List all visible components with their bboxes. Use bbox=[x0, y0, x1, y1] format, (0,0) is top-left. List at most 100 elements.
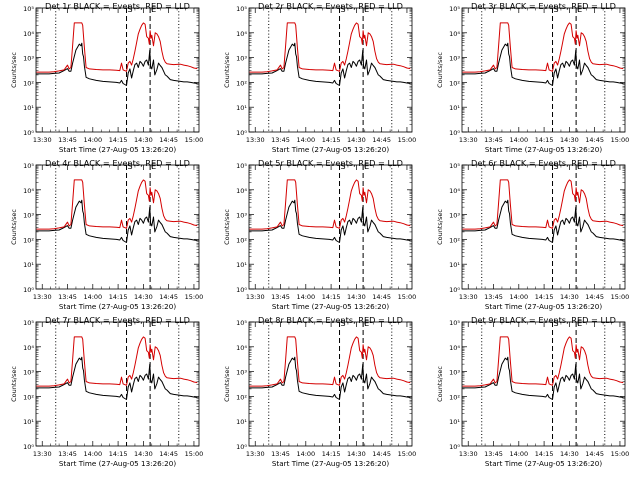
y-axis-label: Counts/sec bbox=[223, 209, 231, 245]
detector-panel: Det 1r BLACK = Events, RED = LLD Counts/s… bbox=[10, 1, 203, 154]
x-tick-label: 13:30 bbox=[33, 450, 52, 458]
y-axis-label: Counts/sec bbox=[10, 52, 18, 88]
x-tick-label: 14:45 bbox=[159, 293, 178, 301]
lld-series-line bbox=[36, 22, 198, 73]
x-tick-label: 13:45 bbox=[271, 136, 290, 144]
y-tick-label: 10⁴ bbox=[449, 187, 460, 195]
y-tick-label: 10⁵ bbox=[23, 319, 34, 327]
x-tick-label: 14:30 bbox=[560, 450, 579, 458]
y-tick-label: 10² bbox=[236, 79, 247, 87]
events-series-line bbox=[249, 42, 411, 86]
y-tick-label: 10¹ bbox=[23, 261, 34, 269]
x-tick-label: 14:30 bbox=[134, 450, 153, 458]
x-tick-label: 14:00 bbox=[509, 293, 528, 301]
lld-series-line bbox=[249, 179, 411, 230]
x-tick-label: 14:00 bbox=[509, 136, 528, 144]
y-tick-label: 10² bbox=[23, 236, 34, 244]
x-tick-label: 13:45 bbox=[271, 450, 290, 458]
y-axis-label: Counts/sec bbox=[436, 366, 444, 402]
y-tick-label: 10⁴ bbox=[449, 344, 460, 352]
plot-frame bbox=[461, 7, 626, 133]
y-tick-label: 10⁴ bbox=[23, 344, 34, 352]
panel-title: Det 3r BLACK = Events, RED = LLD bbox=[471, 1, 616, 11]
x-tick-label: 14:00 bbox=[83, 450, 102, 458]
x-tick-label: 15:00 bbox=[398, 450, 417, 458]
panel-title: Det 6r BLACK = Events, RED = LLD bbox=[471, 158, 616, 168]
events-series-line bbox=[36, 356, 198, 400]
x-tick-label: 14:15 bbox=[109, 293, 128, 301]
x-tick-label: 13:30 bbox=[246, 450, 265, 458]
x-tick-label: 14:00 bbox=[296, 450, 315, 458]
x-tick-label: 13:30 bbox=[459, 136, 478, 144]
y-tick-label: 10¹ bbox=[236, 261, 247, 269]
time-marker-label: S bbox=[341, 319, 346, 328]
x-tick-label: 14:00 bbox=[296, 293, 315, 301]
x-tick-label: 14:45 bbox=[372, 293, 391, 301]
y-tick-label: 10⁰ bbox=[23, 286, 34, 294]
panel-title: Det 4r BLACK = Events, RED = LLD bbox=[45, 158, 190, 168]
events-series-line bbox=[36, 199, 198, 243]
x-tick-label: 14:45 bbox=[372, 136, 391, 144]
x-tick-label: 13:30 bbox=[246, 293, 265, 301]
y-tick-label: 10⁰ bbox=[449, 286, 460, 294]
x-tick-label: 13:45 bbox=[58, 136, 77, 144]
x-tick-label: 14:15 bbox=[322, 293, 341, 301]
y-tick-label: 10⁴ bbox=[236, 30, 247, 38]
x-tick-label: 15:00 bbox=[185, 293, 204, 301]
time-marker-label: S bbox=[554, 5, 559, 14]
y-tick-label: 10² bbox=[449, 393, 460, 401]
x-tick-label: 13:45 bbox=[484, 450, 503, 458]
lld-series-line bbox=[36, 336, 198, 387]
lld-series-line bbox=[249, 22, 411, 73]
y-tick-label: 10⁴ bbox=[449, 30, 460, 38]
x-tick-label: 13:30 bbox=[459, 450, 478, 458]
y-tick-label: 10⁰ bbox=[449, 129, 460, 137]
y-tick-label: 10⁰ bbox=[449, 443, 460, 451]
lld-series-line bbox=[462, 336, 624, 387]
y-tick-label: 10³ bbox=[23, 55, 34, 63]
x-tick-label: 13:30 bbox=[33, 293, 52, 301]
y-tick-label: 10⁴ bbox=[236, 344, 247, 352]
time-marker-label: E bbox=[577, 319, 582, 328]
x-tick-label: 13:30 bbox=[459, 293, 478, 301]
x-tick-label: 14:00 bbox=[509, 450, 528, 458]
y-tick-label: 10⁰ bbox=[23, 443, 34, 451]
lld-series-line bbox=[462, 22, 624, 73]
x-axis-label: Start Time (27-Aug-05 13:26:20) bbox=[272, 145, 389, 154]
x-tick-label: 13:45 bbox=[58, 293, 77, 301]
y-tick-label: 10⁰ bbox=[23, 129, 34, 137]
events-series-line bbox=[249, 199, 411, 243]
x-axis-label: Start Time (27-Aug-05 13:26:20) bbox=[272, 302, 389, 311]
x-tick-label: 15:00 bbox=[611, 450, 630, 458]
detector-panel: Det 6r BLACK = Events, RED = LLD Counts/s… bbox=[436, 158, 629, 311]
panel-title: Det 5r BLACK = Events, RED = LLD bbox=[258, 158, 403, 168]
y-tick-label: 10⁵ bbox=[23, 5, 34, 13]
x-axis-label: Start Time (27-Aug-05 13:26:20) bbox=[59, 302, 176, 311]
x-tick-label: 14:00 bbox=[83, 293, 102, 301]
y-tick-label: 10³ bbox=[449, 212, 460, 220]
x-tick-label: 14:45 bbox=[372, 450, 391, 458]
events-series-line bbox=[462, 199, 624, 243]
y-tick-label: 10² bbox=[449, 79, 460, 87]
x-tick-label: 14:15 bbox=[322, 450, 341, 458]
detector-panel: Det 9r BLACK = Events, RED = LLD Counts/s… bbox=[436, 315, 629, 468]
x-tick-label: 13:45 bbox=[58, 450, 77, 458]
x-tick-label: 14:15 bbox=[535, 450, 554, 458]
x-tick-label: 15:00 bbox=[611, 293, 630, 301]
x-tick-label: 13:30 bbox=[33, 136, 52, 144]
time-marker-label: S bbox=[128, 162, 133, 171]
y-tick-label: 10² bbox=[23, 393, 34, 401]
y-axis-label: Counts/sec bbox=[436, 52, 444, 88]
y-tick-label: 10¹ bbox=[23, 418, 34, 426]
y-tick-label: 10⁴ bbox=[23, 187, 34, 195]
x-tick-label: 14:30 bbox=[560, 293, 579, 301]
time-marker-label: E bbox=[151, 5, 156, 14]
x-tick-label: 14:30 bbox=[560, 136, 579, 144]
plot-frame bbox=[248, 164, 413, 290]
plot-frame bbox=[248, 321, 413, 447]
x-tick-label: 14:30 bbox=[347, 293, 366, 301]
x-tick-label: 13:45 bbox=[484, 136, 503, 144]
time-marker-label: S bbox=[554, 162, 559, 171]
time-marker-label: S bbox=[554, 319, 559, 328]
